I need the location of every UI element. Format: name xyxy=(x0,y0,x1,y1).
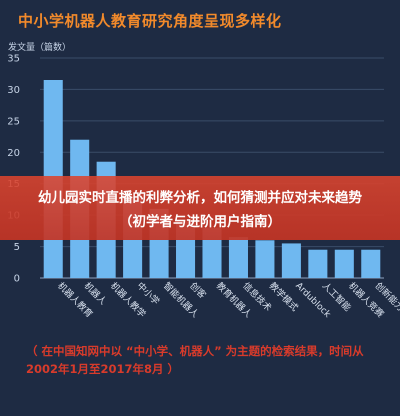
bar xyxy=(361,249,381,278)
bar xyxy=(228,237,248,278)
y-tick-label: 0 xyxy=(14,274,20,285)
bar xyxy=(255,240,275,278)
y-tick-label: 25 xyxy=(7,116,20,127)
bar xyxy=(308,249,328,278)
x-tick-label: 中小学 xyxy=(134,280,162,308)
y-axis-label: 发文量（篇数） xyxy=(8,43,72,53)
bar xyxy=(334,249,354,278)
y-tick-label: 5 xyxy=(14,242,20,253)
y-tick-label: 20 xyxy=(7,148,20,159)
bar xyxy=(281,243,301,278)
source-footnote: （ 在中国知网中以 “中小学、机器人” 为主题的检索结果，时间从2002年1月至… xyxy=(26,344,364,376)
x-tick-label: 机器人 xyxy=(82,280,110,308)
y-tick-label: 30 xyxy=(7,85,20,96)
y-axis-ticks: 05101520253035 xyxy=(7,54,20,285)
banner-subheadline: （初学者与进阶用户指南） xyxy=(119,214,281,230)
bar xyxy=(202,227,222,278)
y-tick-label: 35 xyxy=(7,54,20,65)
chart-title: 中小学机器人教育研究角度呈现多样化 xyxy=(18,12,282,30)
banner-headline: 幼儿园实时直播的利弊分析，如何猜测并应对未来趋势 xyxy=(38,190,362,206)
x-tick-label: 创客 xyxy=(187,280,208,301)
overlay-banner: 幼儿园实时直播的利弊分析，如何猜测并应对未来趋势 （初学者与进阶用户指南） xyxy=(0,176,400,240)
